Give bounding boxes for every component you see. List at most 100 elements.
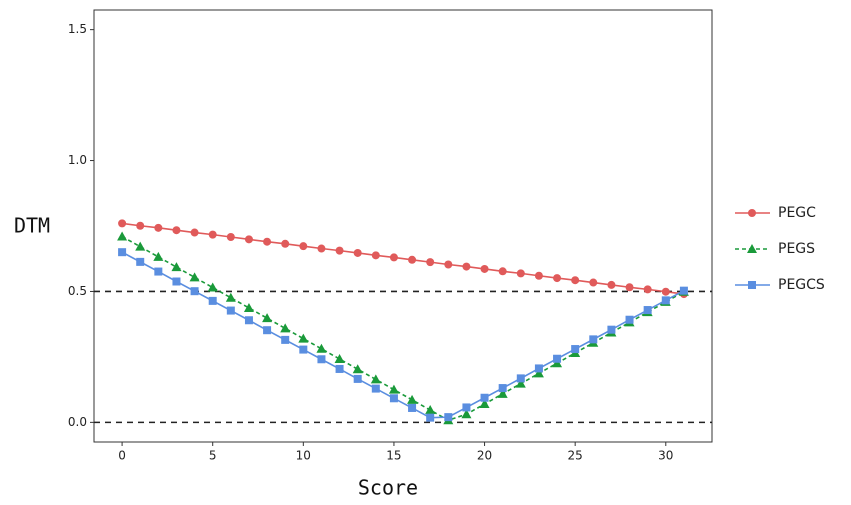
marker bbox=[334, 354, 345, 364]
marker bbox=[281, 335, 290, 344]
marker bbox=[407, 394, 418, 404]
marker bbox=[425, 405, 436, 415]
marker bbox=[136, 257, 145, 266]
marker bbox=[497, 388, 508, 398]
marker bbox=[335, 246, 344, 255]
x-tick-label: 10 bbox=[296, 449, 311, 463]
marker bbox=[625, 315, 634, 324]
marker bbox=[371, 384, 380, 393]
marker bbox=[515, 378, 526, 388]
marker bbox=[299, 242, 308, 251]
marker bbox=[335, 364, 344, 373]
marker bbox=[480, 264, 489, 273]
marker bbox=[172, 277, 181, 286]
marker bbox=[190, 228, 199, 237]
x-tick-label: 15 bbox=[386, 449, 401, 463]
y-axis-title: DTM bbox=[14, 214, 50, 238]
series-line bbox=[121, 222, 685, 295]
marker bbox=[748, 281, 756, 289]
marker bbox=[607, 325, 616, 334]
legend-label: PEGCS bbox=[778, 277, 825, 293]
marker bbox=[226, 306, 235, 315]
marker bbox=[498, 267, 507, 276]
marker bbox=[389, 253, 398, 262]
marker bbox=[516, 269, 525, 278]
marker bbox=[408, 403, 417, 412]
legend-entry: PEGS bbox=[735, 241, 815, 257]
marker bbox=[461, 409, 472, 419]
marker bbox=[208, 230, 217, 239]
marker bbox=[225, 292, 236, 302]
marker bbox=[353, 248, 362, 257]
series-line bbox=[121, 251, 685, 419]
x-tick-label: 20 bbox=[477, 449, 492, 463]
marker bbox=[534, 271, 543, 280]
marker bbox=[118, 219, 127, 228]
marker bbox=[118, 248, 127, 257]
marker bbox=[516, 374, 525, 383]
marker bbox=[226, 232, 235, 241]
marker bbox=[263, 326, 272, 335]
marker bbox=[480, 393, 489, 402]
marker bbox=[244, 235, 253, 244]
legend-label: PEGC bbox=[778, 205, 816, 221]
marker bbox=[426, 413, 435, 422]
marker bbox=[189, 272, 200, 282]
x-tick-label: 5 bbox=[209, 449, 217, 463]
x-tick-label: 25 bbox=[568, 449, 583, 463]
marker bbox=[643, 306, 652, 315]
marker bbox=[589, 278, 598, 287]
marker bbox=[388, 384, 399, 394]
marker bbox=[534, 364, 543, 373]
marker bbox=[317, 244, 326, 253]
marker bbox=[370, 374, 381, 384]
marker bbox=[408, 255, 417, 264]
marker bbox=[553, 274, 562, 283]
y-tick-label: 1.0 bbox=[68, 153, 87, 167]
legend-entry: PEGCS bbox=[735, 277, 825, 293]
marker bbox=[533, 368, 544, 378]
y-tick-label: 0.5 bbox=[68, 284, 87, 298]
marker bbox=[625, 283, 634, 292]
x-axis-title: Score bbox=[358, 476, 418, 500]
marker bbox=[117, 231, 128, 241]
marker bbox=[353, 374, 362, 383]
plot-frame bbox=[93, 9, 713, 443]
marker bbox=[172, 226, 181, 235]
marker bbox=[244, 316, 253, 325]
marker bbox=[316, 343, 327, 353]
marker bbox=[208, 296, 217, 305]
marker bbox=[679, 286, 688, 295]
marker bbox=[589, 335, 598, 344]
marker bbox=[444, 260, 453, 269]
series-line bbox=[121, 235, 685, 422]
x-tick-label: 30 bbox=[658, 449, 673, 463]
marker bbox=[553, 354, 562, 363]
marker bbox=[571, 345, 580, 354]
marker bbox=[154, 267, 163, 276]
marker bbox=[498, 384, 507, 393]
marker bbox=[262, 313, 273, 323]
marker bbox=[426, 258, 435, 267]
marker bbox=[371, 251, 380, 260]
marker bbox=[263, 237, 272, 246]
marker bbox=[298, 333, 309, 343]
y-tick-label: 0.0 bbox=[68, 415, 87, 429]
marker bbox=[661, 296, 670, 305]
marker bbox=[661, 287, 670, 296]
marker bbox=[462, 262, 471, 271]
marker bbox=[299, 345, 308, 354]
marker bbox=[462, 403, 471, 412]
legend-entry: PEGC bbox=[735, 205, 816, 221]
marker bbox=[135, 241, 146, 251]
marker bbox=[479, 399, 490, 409]
marker bbox=[207, 282, 218, 292]
marker bbox=[352, 364, 363, 374]
marker bbox=[607, 280, 616, 289]
marker bbox=[136, 221, 145, 230]
x-tick-label: 0 bbox=[118, 449, 126, 463]
marker bbox=[317, 355, 326, 364]
marker bbox=[389, 394, 398, 403]
marker bbox=[748, 209, 756, 217]
